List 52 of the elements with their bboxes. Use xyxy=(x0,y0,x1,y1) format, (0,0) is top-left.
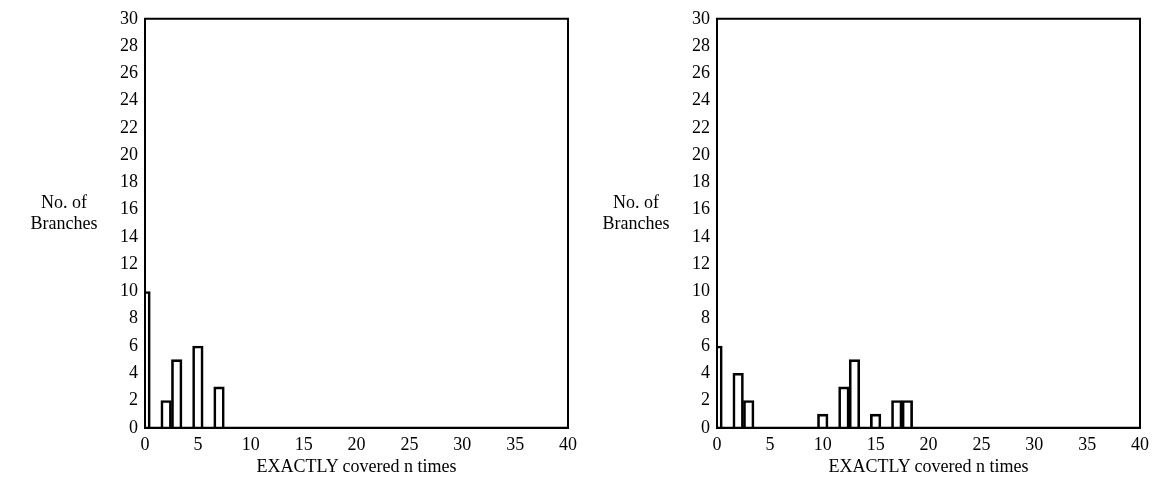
y-tick-label: 2 xyxy=(701,389,710,410)
y-tick-label: 20 xyxy=(692,143,710,164)
y-tick-label: 30 xyxy=(692,7,710,28)
y-tick-label: 30 xyxy=(120,7,138,28)
y-tick-label: 24 xyxy=(692,89,710,110)
x-tick-label: 20 xyxy=(347,434,366,455)
x-tick-label: 15 xyxy=(866,434,885,455)
y-tick-label: 6 xyxy=(701,334,710,355)
y-tick-label: 28 xyxy=(120,34,138,55)
x-tick-label: 10 xyxy=(241,434,260,455)
x-tick-label: 20 xyxy=(919,434,938,455)
x-axis-title: EXACTLY covered n times xyxy=(828,455,1029,476)
y-tick-label: 20 xyxy=(120,143,138,164)
y-tick-label: 14 xyxy=(692,225,710,246)
y-tick-label: 4 xyxy=(129,362,138,382)
y-tick-label: 0 xyxy=(129,416,138,437)
y-tick-label: 18 xyxy=(692,171,710,192)
x-tick-label: 5 xyxy=(193,434,203,455)
y-tick-label: 26 xyxy=(120,62,138,83)
x-tick-label: 40 xyxy=(1131,434,1149,455)
y-tick-label: 22 xyxy=(692,116,710,137)
x-tick-label: 15 xyxy=(294,434,313,455)
y-tick-label: 0 xyxy=(701,416,710,437)
y-tick-label: 2 xyxy=(129,389,138,410)
x-tick-label: 10 xyxy=(813,434,832,455)
y-axis-title: No. of Branches xyxy=(29,192,99,235)
y-tick-label: 6 xyxy=(129,334,138,355)
y-tick-label: 28 xyxy=(692,34,710,55)
y-tick-label: 10 xyxy=(692,280,710,301)
x-tick-label: 5 xyxy=(765,434,775,455)
y-tick-label: 16 xyxy=(120,198,138,219)
y-tick-label: 12 xyxy=(692,252,710,273)
y-tick-label: 24 xyxy=(120,89,138,110)
y-axis-title: No. of Branches xyxy=(601,192,671,235)
x-tick-label: 25 xyxy=(400,434,419,455)
y-tick-label: 16 xyxy=(692,198,710,219)
y-tick-label: 10 xyxy=(120,280,138,301)
y-tick-label: 22 xyxy=(120,116,138,137)
y-tick-label: 8 xyxy=(129,307,138,328)
y-tick-label: 12 xyxy=(120,252,138,273)
y-tick-label: 8 xyxy=(701,307,710,328)
y-tick-label: 14 xyxy=(120,225,138,246)
y-tick-label: 18 xyxy=(120,171,138,192)
x-axis-title: EXACTLY covered n times xyxy=(256,455,457,476)
y-tick-label: 4 xyxy=(701,362,710,382)
x-tick-label: 35 xyxy=(1078,434,1097,455)
y-tick-label: 26 xyxy=(692,62,710,83)
x-tick-label: 25 xyxy=(972,434,991,455)
x-tick-label: 35 xyxy=(506,434,525,455)
x-tick-label: 30 xyxy=(453,434,472,455)
x-tick-label: 30 xyxy=(1025,434,1044,455)
x-tick-label: 40 xyxy=(559,434,577,455)
